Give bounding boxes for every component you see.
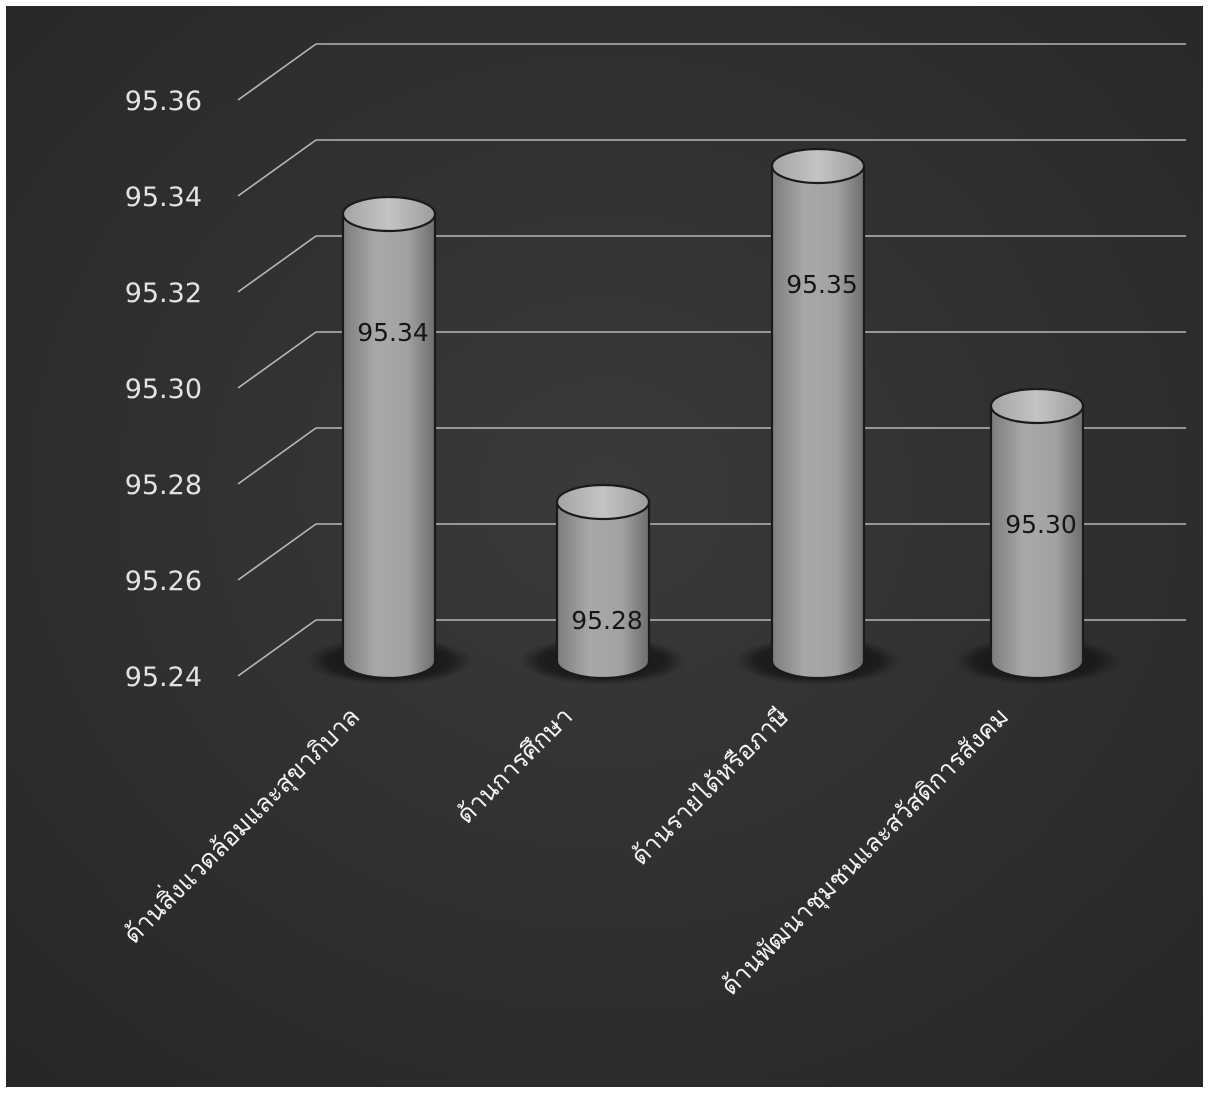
- y-tick-label: 95.30: [125, 374, 202, 405]
- bar: [770, 164, 866, 680]
- bar-group: 95.30: [953, 387, 1121, 685]
- bar-top-cap: [989, 387, 1085, 425]
- bar-top-cap: [555, 483, 651, 521]
- gridline-diagonal: [237, 331, 317, 389]
- y-tick-label: 95.28: [125, 470, 202, 501]
- bar-top-cap: [770, 147, 866, 185]
- data-label: 95.35: [786, 270, 858, 299]
- y-tick-label: 95.24: [125, 662, 202, 693]
- y-tick-label: 95.32: [125, 278, 202, 309]
- data-label: 95.30: [1005, 510, 1077, 539]
- data-label: 95.28: [571, 606, 643, 635]
- grid-layer: [237, 43, 1186, 677]
- bar-group: 95.28: [519, 483, 687, 685]
- bar-group: 95.34: [305, 195, 473, 685]
- gridline-diagonal: [237, 139, 317, 197]
- gridline-diagonal: [237, 235, 317, 293]
- chart-container: 95.24 95.26 95.28 95.30 95.32 95.34 95.36 95.3…: [6, 6, 1203, 1087]
- gridline-diagonal: [237, 43, 317, 101]
- bar-group: 95.35: [734, 147, 902, 685]
- y-tick-label: 95.26: [125, 566, 202, 597]
- bar: [555, 500, 651, 680]
- y-tick-label: 95.36: [125, 86, 202, 117]
- bar-chart: 95.24 95.26 95.28 95.30 95.32 95.34 95.36 95.3…: [6, 6, 1203, 1087]
- gridline-diagonal: [237, 619, 317, 677]
- bar-top-cap: [341, 195, 437, 233]
- bar: [989, 404, 1085, 680]
- bars: 95.34 95.28 95.35 95.30: [305, 147, 1121, 685]
- y-axis-ticks: 95.24 95.26 95.28 95.30 95.32 95.34 95.36: [125, 86, 202, 693]
- data-label: 95.34: [357, 318, 429, 347]
- y-tick-label: 95.34: [125, 182, 202, 213]
- gridline-diagonal: [237, 523, 317, 581]
- bar: [341, 212, 437, 680]
- gridline-diagonal: [237, 427, 317, 485]
